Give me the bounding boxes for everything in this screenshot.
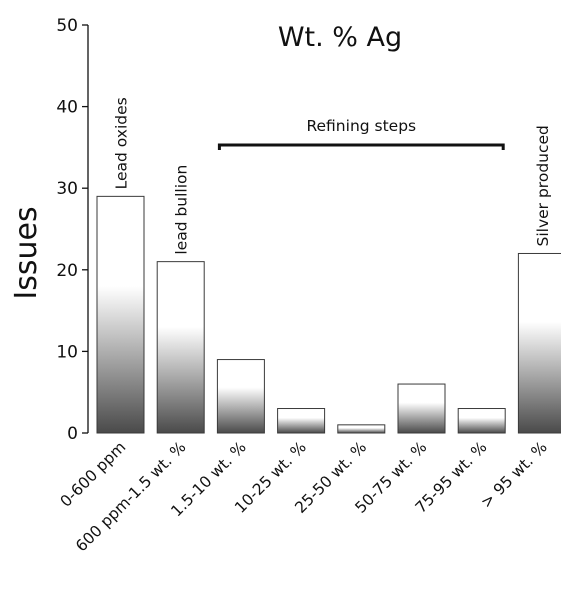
bar-2 (216, 359, 265, 434)
y-axis-label: Issues (9, 206, 44, 299)
bar-0 (96, 195, 145, 434)
bar-5 (397, 383, 446, 434)
y-tick-label-3: 30 (56, 179, 78, 199)
annotation-1: lead bullion (173, 165, 191, 255)
bars-group (96, 195, 561, 434)
annotation-0: Lead oxides (113, 97, 131, 189)
y-tick-label-4: 40 (56, 98, 78, 118)
bracket-label: Refining steps (306, 117, 416, 135)
chart-title: Wt. % Ag (278, 22, 402, 53)
bar-4 (337, 424, 386, 434)
bar-annotations: Lead oxides lead bullion Silver produced (113, 97, 552, 254)
x-tick-label-1: 600 ppm-1.5 wt. % (72, 438, 189, 555)
refining-bracket: Refining steps (217, 117, 505, 150)
y-tick-label-5: 50 (56, 16, 78, 36)
bar-7 (517, 252, 561, 434)
bar-6 (457, 408, 506, 434)
bar-1 (156, 261, 205, 434)
y-axis: 0 10 20 30 40 50 (56, 16, 89, 444)
y-tick-label-0: 0 (67, 424, 78, 444)
bracket-line (217, 143, 505, 150)
y-tick-label-1: 10 (56, 342, 78, 362)
bar-3 (277, 408, 326, 434)
y-tick-label-2: 20 (56, 261, 78, 281)
annotation-2: Silver produced (534, 125, 552, 246)
